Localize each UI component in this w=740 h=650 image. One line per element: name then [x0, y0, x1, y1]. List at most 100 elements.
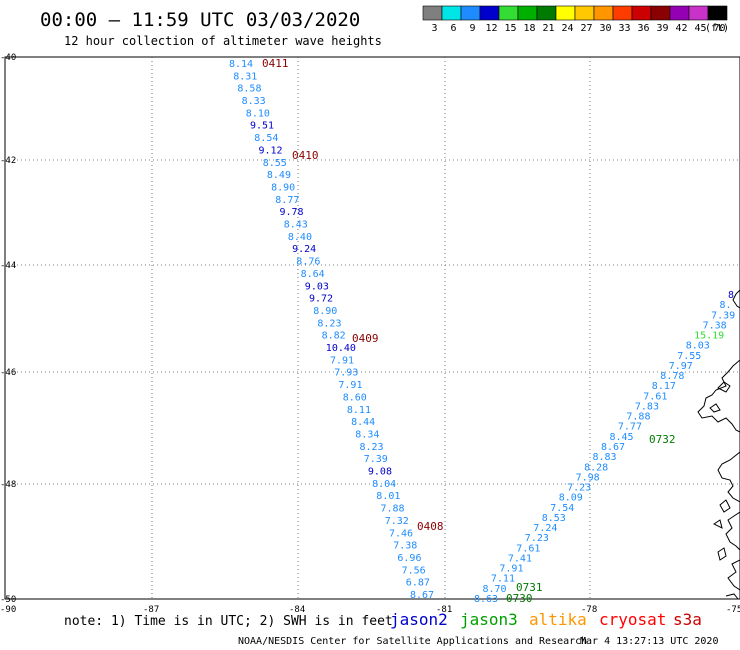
wave-height-value: 15.19 [694, 331, 724, 342]
lat-label: -48 [0, 480, 16, 490]
wave-height-value: 8.10 [246, 108, 270, 119]
legend-label: 39 [656, 23, 668, 34]
wave-height-value: 7.93 [334, 368, 358, 379]
footer-timestamp: Mar 4 13:27:13 UTC 2020 [580, 636, 718, 647]
grid [5, 57, 740, 599]
wave-height-value: 8.45 [610, 432, 634, 443]
time-label: 0732 [649, 433, 676, 446]
wave-height-value: 8.90 [271, 183, 295, 194]
wave-height-value: 8.90 [313, 306, 337, 317]
legend-swatch [612, 5, 633, 21]
satellite-jason2: jason2 [390, 610, 448, 629]
wave-height-value: 8.82 [322, 331, 346, 342]
legend-label: 70 [713, 23, 725, 34]
wave-height-value: 8.04 [372, 479, 396, 490]
lon-label: -90 [0, 605, 16, 615]
wave-height-value: 8 [728, 290, 734, 301]
legend-label: 12 [485, 23, 497, 34]
wave-height-value: 7.41 [508, 554, 532, 565]
wave-height-value: 7.83 [635, 402, 659, 413]
legend-label: 42 [675, 23, 687, 34]
wave-height-value: 8.54 [254, 133, 278, 144]
wave-height-value: 8.01 [376, 491, 400, 502]
wave-height-value: 8.67 [601, 442, 625, 453]
wave-height-value: 8.78 [660, 371, 684, 382]
wave-height-value: 7.23 [567, 483, 591, 494]
wave-height-value: 8.23 [317, 318, 341, 329]
legend-swatch [517, 5, 538, 21]
coastline [697, 289, 740, 600]
legend-swatch [707, 5, 728, 21]
wave-height-value: 8. [720, 300, 732, 311]
wave-height-value: 7.23 [525, 533, 549, 544]
wave-height-value: 7.11 [491, 574, 515, 585]
wave-height-value: 8.09 [559, 493, 583, 504]
wave-height-value: 9.24 [292, 244, 316, 255]
wave-height-value: 8.55 [263, 158, 287, 169]
legend-swatch [441, 5, 462, 21]
wave-height-value: 8.03 [686, 341, 710, 352]
wave-height-value: 8.60 [343, 392, 367, 403]
wave-height-value: 8.14 [229, 59, 253, 70]
legend-swatch [650, 5, 671, 21]
wave-height-value: 8.67 [410, 590, 434, 601]
wave-height-value: 9.78 [280, 207, 304, 218]
wave-height-value: 7.56 [402, 565, 426, 576]
wave-height-value: 8.44 [351, 417, 375, 428]
legend-swatch [688, 5, 709, 21]
wave-height-value: 8.28 [584, 462, 608, 473]
wave-height-value: 7.55 [677, 351, 701, 362]
wave-height-value: 8.33 [242, 96, 266, 107]
lon-label: -81 [436, 605, 452, 615]
wave-height-value: 9.72 [309, 294, 333, 305]
lat-label: -44 [0, 261, 16, 271]
wave-height-value: 6.87 [406, 578, 430, 589]
lat-label: -46 [0, 368, 16, 378]
legend-label: 33 [618, 23, 630, 34]
wave-height-value: 8.63 [474, 594, 498, 605]
lat-label: -50 [0, 595, 16, 605]
satellite-altika: altika [529, 610, 587, 629]
wave-height-value: 8.53 [542, 513, 566, 524]
legend-label: 24 [561, 23, 573, 34]
time-label: 0409 [352, 332, 379, 345]
wave-height-value: 7.54 [550, 503, 574, 514]
footer-credit: NOAA/NESDIS Center for Satellite Applica… [238, 636, 587, 647]
legend-label: 15 [504, 23, 516, 34]
legend-swatch [593, 5, 614, 21]
map-subtitle: 12 hour collection of altimeter wave hei… [64, 34, 382, 48]
legend-label: 21 [542, 23, 554, 34]
legend-label: 18 [523, 23, 535, 34]
lon-label: -78 [581, 605, 597, 615]
wave-height-value: 10.40 [326, 343, 356, 354]
time-label: 0411 [262, 57, 289, 70]
wave-height-value: 7.61 [643, 391, 667, 402]
wave-height-value: 8.70 [483, 584, 507, 595]
wave-height-value: 7.32 [385, 516, 409, 527]
track-ascending: 8.638.707.117.917.417.617.237.248.537.54… [474, 290, 735, 605]
legend-label: 27 [580, 23, 592, 34]
wave-height-value: 8.58 [237, 84, 261, 95]
lat-label: -42 [0, 156, 16, 166]
wave-height-value: 8.11 [347, 405, 371, 416]
legend-label: 3 [431, 23, 437, 34]
time-label: 0730 [506, 592, 533, 605]
note-text: note: 1) Time is in UTC; 2) SWH is in fe… [64, 614, 393, 629]
legend-label: 9 [469, 23, 475, 34]
wave-height-value: 9.51 [250, 121, 274, 132]
wave-height-value: 7.88 [381, 504, 405, 515]
color-legend: 3 6 9 12 15 18 21 24 27 30 33 36 39 42 45 70 [422, 5, 728, 34]
satellite-cryosat: cryosat [599, 610, 666, 629]
track-descending: 8.148.31 8.588.338.10 9.518.549.12 8.558.49… [229, 59, 434, 601]
wave-height-value: 8.83 [593, 452, 617, 463]
map-title: 00:00 – 11:59 UTC 03/03/2020 [40, 9, 360, 31]
wave-height-value: 7.38 [703, 320, 727, 331]
wave-height-value: 9.08 [368, 467, 392, 478]
legend-swatch [555, 5, 576, 21]
wave-height-value: 7.91 [338, 380, 362, 391]
track1-time-labels: 0411 0410 0409 0408 [262, 57, 444, 533]
legend-swatch [422, 5, 443, 21]
legend-label: 45 [694, 23, 706, 34]
legend-swatch [498, 5, 519, 21]
lon-label: -84 [289, 605, 305, 615]
